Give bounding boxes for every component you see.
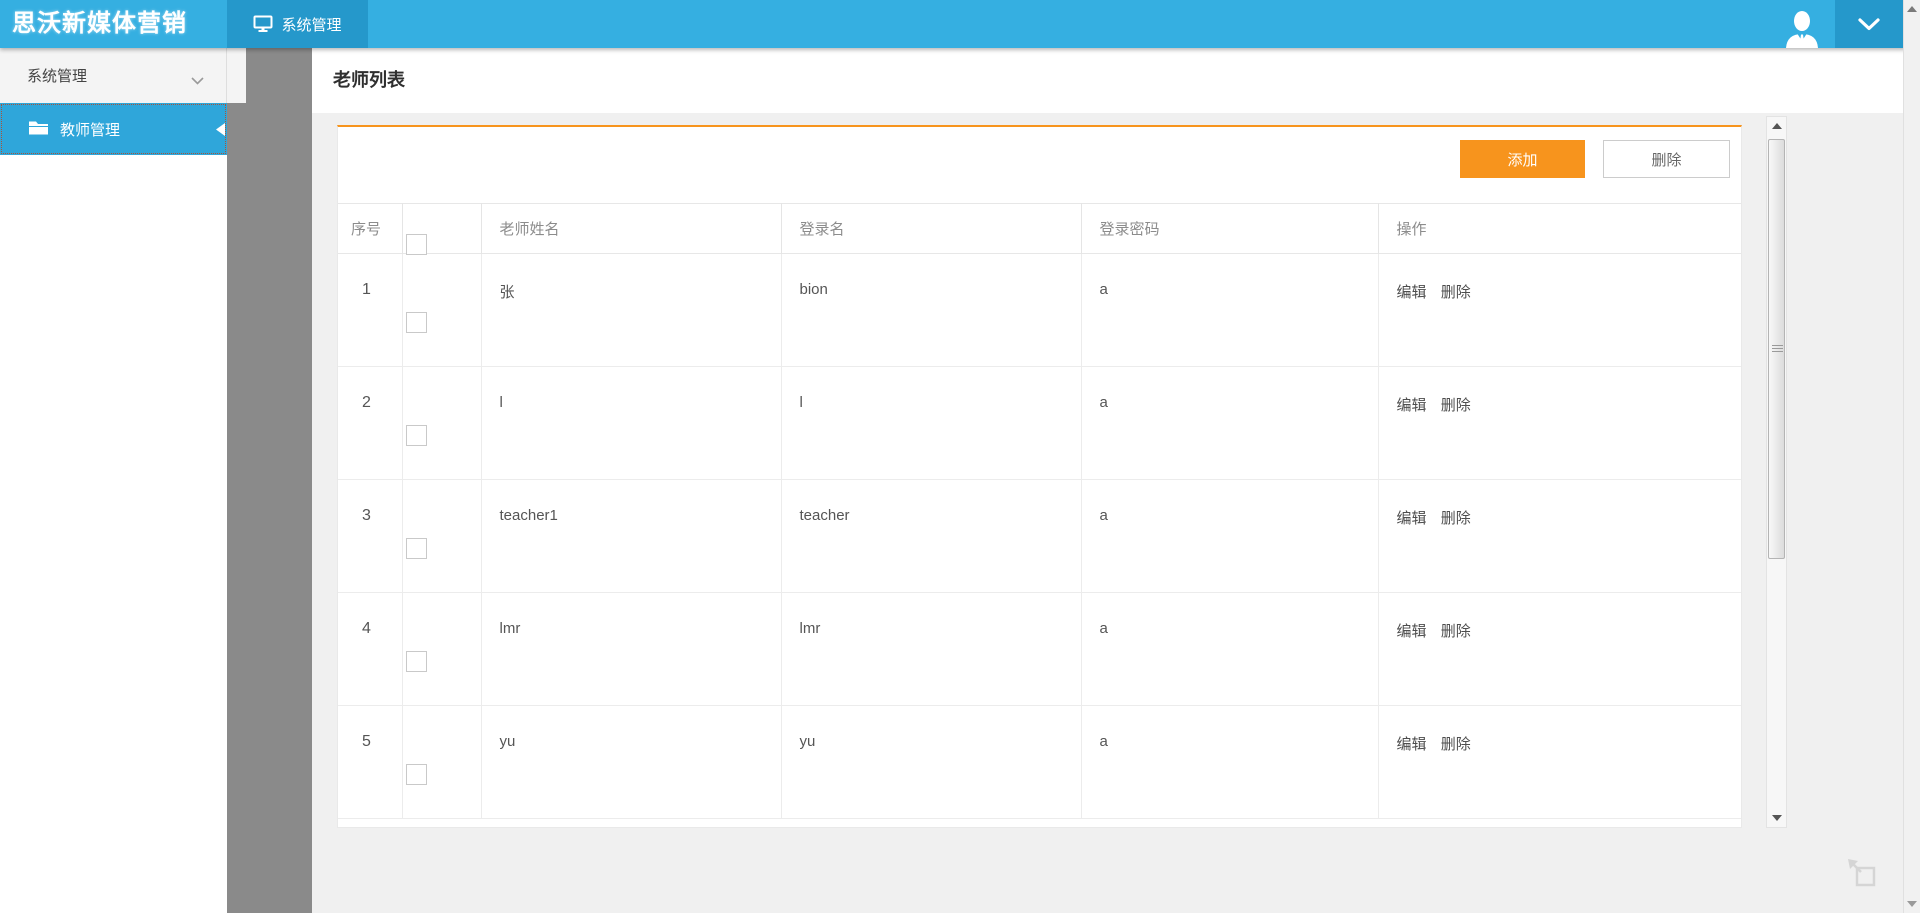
folder-icon bbox=[28, 119, 49, 139]
window-scrollbar[interactable] bbox=[1903, 0, 1920, 913]
delete-link[interactable]: 删除 bbox=[1440, 284, 1471, 301]
teacher-name-cell: 张 bbox=[481, 253, 782, 367]
delete-link[interactable]: 删除 bbox=[1440, 736, 1471, 753]
login-name-cell: yu bbox=[781, 705, 1082, 819]
page-title-band: 老师列表 bbox=[312, 48, 1903, 113]
row-checkbox[interactable] bbox=[405, 538, 427, 559]
row-checkbox-cell bbox=[402, 366, 482, 480]
triangle-up-icon bbox=[1771, 123, 1782, 129]
login-name-cell: l bbox=[781, 366, 1082, 480]
column-header-index: 序号 bbox=[338, 203, 403, 254]
row-checkbox-cell bbox=[402, 705, 482, 819]
table-row: 4 lmr lmr a 编辑 删除 bbox=[338, 592, 1741, 706]
user-avatar[interactable] bbox=[1780, 4, 1824, 48]
row-index: 4 bbox=[338, 592, 403, 706]
row-index: 3 bbox=[338, 479, 403, 593]
edit-link[interactable]: 编辑 bbox=[1396, 284, 1427, 301]
login-password-cell: a bbox=[1081, 705, 1379, 819]
monitor-icon bbox=[253, 15, 273, 32]
row-checkbox-cell bbox=[402, 479, 482, 593]
table-row: 1 张 bion a 编辑 删除 bbox=[338, 253, 1741, 367]
topbar-menu-toggle[interactable] bbox=[1835, 0, 1903, 48]
edit-link[interactable]: 编辑 bbox=[1396, 736, 1427, 753]
sidebar-collapsed-strip bbox=[227, 48, 312, 913]
edit-link[interactable]: 编辑 bbox=[1396, 510, 1427, 527]
sidebar-divider bbox=[226, 48, 227, 103]
column-header-password: 登录密码 bbox=[1081, 203, 1379, 254]
resize-corner-icon[interactable] bbox=[1845, 856, 1879, 890]
row-checkbox[interactable] bbox=[405, 425, 427, 446]
login-password-cell: a bbox=[1081, 479, 1379, 593]
table-row: 5 yu yu a 编辑 删除 bbox=[338, 705, 1741, 819]
window-scroll-up-icon[interactable] bbox=[1907, 6, 1917, 12]
nav-tab-label: 系统管理 bbox=[281, 16, 342, 34]
chevron-down-icon bbox=[1858, 17, 1880, 30]
table-body: 1 张 bion a 编辑 删除 2 l l a 编辑 删除 3 teacher… bbox=[338, 253, 1741, 819]
row-index: 1 bbox=[338, 253, 403, 367]
teacher-list-panel: 添加 删除 序号 老师姓名 登录名 登录密码 操作 1 张 bion a 编辑 bbox=[337, 125, 1742, 828]
thumb-grip-icon bbox=[1772, 345, 1783, 354]
delete-link[interactable]: 删除 bbox=[1440, 397, 1471, 414]
delete-button[interactable]: 删除 bbox=[1603, 140, 1730, 178]
row-checkbox[interactable] bbox=[405, 651, 427, 672]
delete-link[interactable]: 删除 bbox=[1440, 623, 1471, 640]
teacher-name-cell: l bbox=[481, 366, 782, 480]
sidebar-item-label: 教师管理 bbox=[60, 121, 121, 139]
teacher-name-cell: yu bbox=[481, 705, 782, 819]
column-header-login: 登录名 bbox=[781, 203, 1082, 254]
row-index: 2 bbox=[338, 366, 403, 480]
edit-link[interactable]: 编辑 bbox=[1396, 397, 1427, 414]
teacher-name-cell: teacher1 bbox=[481, 479, 782, 593]
teacher-table: 序号 老师姓名 登录名 登录密码 操作 1 张 bion a 编辑 删除 2 bbox=[338, 203, 1741, 819]
login-password-cell: a bbox=[1081, 592, 1379, 706]
add-button[interactable]: 添加 bbox=[1460, 140, 1585, 178]
row-checkbox-cell bbox=[402, 253, 482, 367]
login-name-cell: bion bbox=[781, 253, 1082, 367]
delete-link[interactable]: 删除 bbox=[1440, 510, 1471, 527]
table-row: 2 l l a 编辑 删除 bbox=[338, 366, 1741, 480]
operations-cell: 编辑 删除 bbox=[1378, 480, 1741, 593]
sidebar-background bbox=[0, 155, 227, 913]
page-title: 老师列表 bbox=[333, 70, 405, 90]
table-row: 3 teacher1 teacher a 编辑 删除 bbox=[338, 479, 1741, 593]
operations-cell: 编辑 删除 bbox=[1378, 254, 1741, 367]
window-scroll-down-icon[interactable] bbox=[1907, 901, 1917, 907]
scrollbar-thumb[interactable] bbox=[1768, 139, 1785, 559]
select-all-checkbox[interactable] bbox=[405, 234, 427, 255]
toolbar: 添加 删除 bbox=[338, 127, 1741, 203]
user-icon bbox=[1786, 11, 1818, 48]
scroll-up-button[interactable] bbox=[1767, 117, 1786, 135]
operations-cell: 编辑 删除 bbox=[1378, 706, 1741, 819]
app-logo: 思沃新媒体营销 bbox=[12, 10, 187, 37]
column-header-operations: 操作 bbox=[1396, 221, 1427, 238]
content-scrollbar[interactable] bbox=[1766, 116, 1787, 828]
sidebar-group-system-management[interactable]: 系统管理 bbox=[0, 48, 246, 103]
table-header-row: 序号 老师姓名 登录名 登录密码 操作 bbox=[338, 203, 1741, 255]
login-password-cell: a bbox=[1081, 253, 1379, 367]
operations-cell: 编辑 删除 bbox=[1378, 593, 1741, 706]
login-name-cell: teacher bbox=[781, 479, 1082, 593]
login-name-cell: lmr bbox=[781, 592, 1082, 706]
row-checkbox-cell bbox=[402, 592, 482, 706]
login-password-cell: a bbox=[1081, 366, 1379, 480]
edit-link[interactable]: 编辑 bbox=[1396, 623, 1427, 640]
scroll-down-button[interactable] bbox=[1767, 809, 1786, 827]
column-header-name: 老师姓名 bbox=[481, 203, 782, 254]
triangle-down-icon bbox=[1771, 815, 1782, 821]
top-bar: 思沃新媒体营销 系统管理 bbox=[0, 0, 1920, 48]
teacher-name-cell: lmr bbox=[481, 592, 782, 706]
row-checkbox[interactable] bbox=[405, 312, 427, 333]
column-header-checkbox bbox=[402, 203, 482, 255]
operations-cell: 编辑 删除 bbox=[1378, 367, 1741, 480]
sidebar-item-teacher-management[interactable]: 教师管理 bbox=[0, 103, 227, 155]
sidebar-group-label: 系统管理 bbox=[27, 68, 88, 85]
triangle-left-icon[interactable] bbox=[216, 123, 225, 140]
row-index: 5 bbox=[338, 705, 403, 819]
nav-tab-system-management[interactable]: 系统管理 bbox=[227, 0, 368, 48]
row-checkbox[interactable] bbox=[405, 764, 427, 785]
chevron-down-icon bbox=[191, 72, 204, 89]
